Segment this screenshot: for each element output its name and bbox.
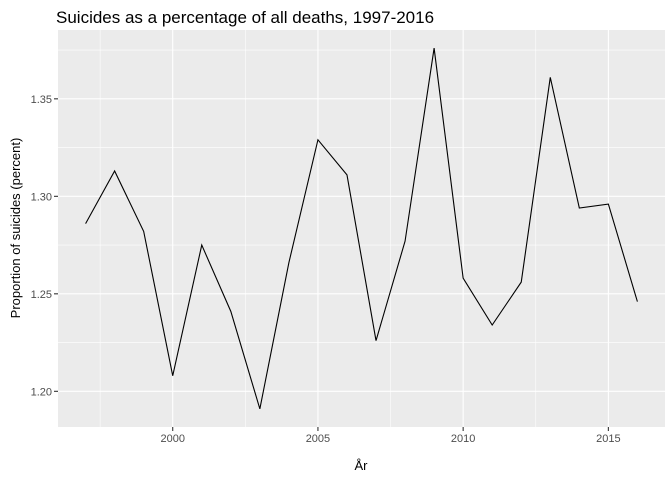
- x-tick-label: 2005: [306, 433, 330, 445]
- major-gridlines: [58, 30, 665, 427]
- y-tick-label: 1.35: [31, 94, 52, 106]
- x-tick-label: 2010: [451, 433, 475, 445]
- y-tick-label: 1.25: [31, 289, 52, 301]
- x-axis: 2000 2005 2010 2015: [160, 427, 621, 445]
- y-tick-label: 1.20: [31, 386, 52, 398]
- x-axis-title: År: [355, 458, 369, 473]
- minor-gridlines: [58, 30, 665, 427]
- y-tick-label: 1.30: [31, 191, 52, 203]
- y-axis: 1.20 1.25 1.30 1.35: [31, 94, 58, 398]
- series-line: [85, 48, 638, 410]
- plot-panel: [58, 30, 665, 427]
- y-axis-title: Proportion of suicides (percent): [8, 138, 23, 319]
- x-tick-label: 2000: [160, 433, 184, 445]
- chart-title: Suicides as a percentage of all deaths, …: [56, 8, 434, 27]
- x-tick-label: 2015: [596, 433, 620, 445]
